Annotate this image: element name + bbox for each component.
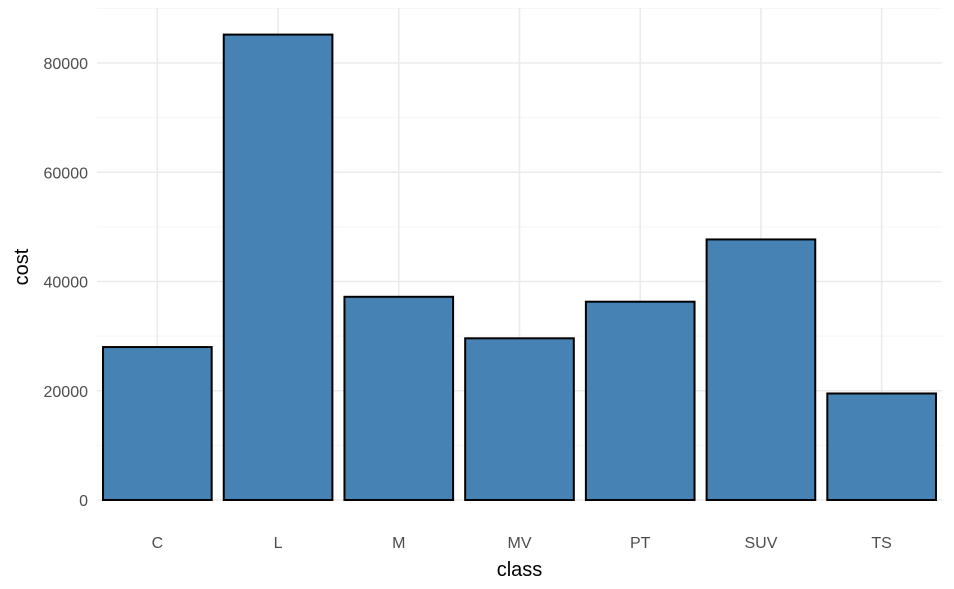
y-tick-label: 0 (79, 493, 88, 510)
x-tick-label: M (392, 535, 405, 552)
bar-mv (464, 337, 575, 501)
bars (102, 33, 937, 502)
x-tick-label: TS (871, 535, 891, 552)
x-axis-ticks: C L M MV PT SUV TS (152, 535, 892, 552)
bar-m (343, 295, 455, 502)
bar-pt (584, 300, 696, 501)
y-tick-label: 60000 (44, 165, 89, 182)
x-tick-label: C (152, 535, 164, 552)
x-axis-title: class (497, 559, 543, 581)
y-axis-title: cost (11, 248, 33, 285)
x-tick-label: MV (508, 535, 532, 552)
bar-l (222, 33, 334, 501)
y-tick-label: 40000 (44, 275, 89, 292)
bar-ts (826, 392, 937, 502)
x-tick-label: SUV (744, 535, 777, 552)
bar-c (102, 346, 213, 501)
y-tick-label: 80000 (44, 56, 89, 73)
bar-suv (705, 238, 817, 501)
x-tick-label: PT (630, 535, 651, 552)
y-tick-label: 20000 (44, 384, 89, 401)
x-tick-label: L (274, 535, 283, 552)
y-axis-ticks: 0 20000 40000 60000 80000 (44, 56, 89, 510)
